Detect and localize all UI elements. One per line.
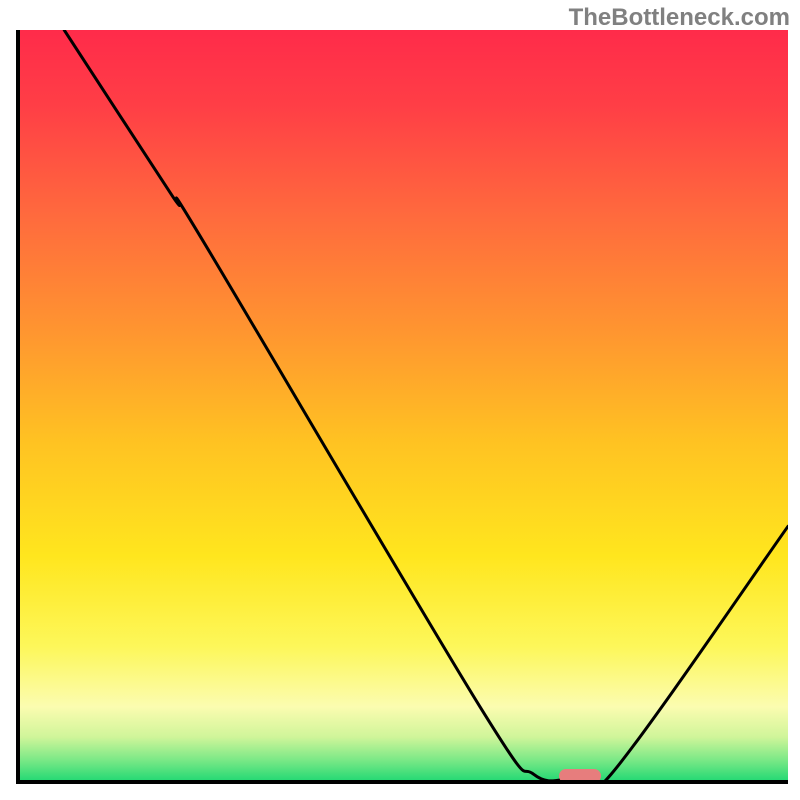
chart-container: TheBottleneck.com	[0, 0, 800, 800]
watermark-text: TheBottleneck.com	[569, 4, 790, 32]
y-axis	[16, 30, 20, 784]
bottleneck-curve	[18, 30, 788, 782]
plot-area	[18, 30, 788, 782]
x-axis	[16, 780, 788, 784]
